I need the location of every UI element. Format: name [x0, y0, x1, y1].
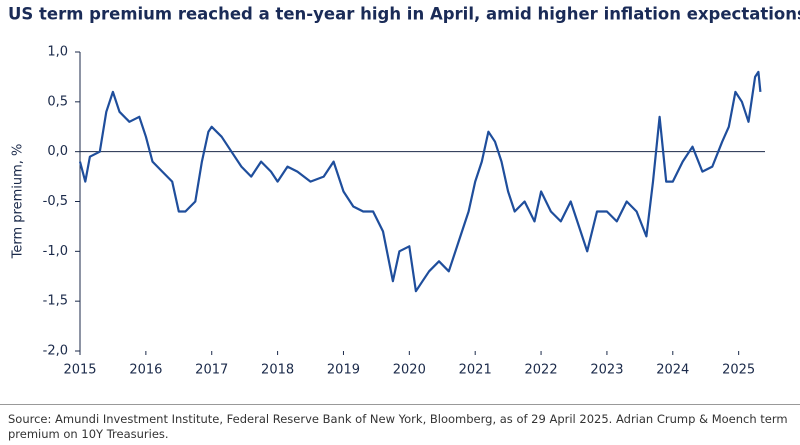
- x-tick-label: 2024: [656, 363, 689, 378]
- y-tick-label: -1,0: [43, 244, 68, 259]
- x-tick-label: 2017: [195, 363, 228, 378]
- x-tick-label: 2018: [261, 363, 294, 378]
- x-tick-label: 2021: [459, 363, 492, 378]
- x-tick-label: 2022: [525, 363, 558, 378]
- x-tick-label: 2023: [590, 363, 623, 378]
- y-tick-label: -1,5: [43, 294, 68, 309]
- x-tick-label: 2025: [722, 363, 755, 378]
- x-tick-label: 2016: [129, 363, 162, 378]
- chart: US term premium reached a ten-year high …: [8, 5, 800, 378]
- x-tick-label: 2020: [393, 363, 426, 378]
- y-tick-label: 1,0: [47, 45, 68, 60]
- x-tick-label: 2019: [327, 363, 360, 378]
- source-note: Source: Amundi Investment Institute, Fed…: [8, 412, 788, 441]
- x-tick-label: 2015: [63, 363, 96, 378]
- separator: [0, 404, 800, 405]
- y-tick-label: -0,5: [43, 194, 68, 209]
- y-axis-label: Term premium, %: [11, 144, 26, 260]
- chart-title: US term premium reached a ten-year high …: [8, 5, 800, 24]
- y-tick-label: 0,5: [47, 94, 68, 109]
- y-tick-label: -2,0: [43, 344, 68, 359]
- data-line: [78, 70, 762, 293]
- y-tick-label: 0,0: [47, 144, 68, 159]
